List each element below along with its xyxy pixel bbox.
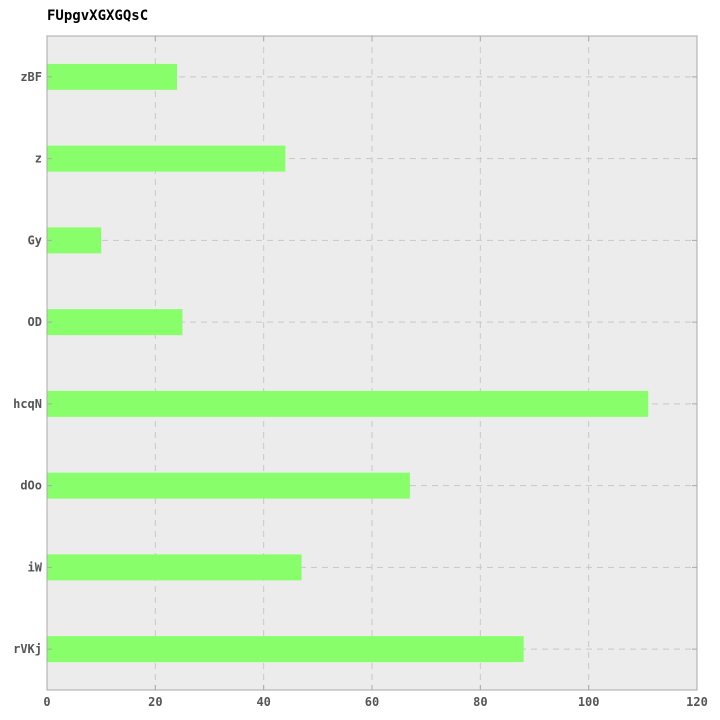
bar-iW [47, 554, 302, 581]
y-tick-label: z [35, 152, 42, 166]
bar-dOo [47, 472, 410, 499]
y-axis: rVKj iW dOo hcqN OD Gy z zBF [13, 70, 697, 656]
bar-rVKj [47, 636, 524, 663]
bar-z [47, 145, 286, 172]
bar-zBF [47, 63, 177, 90]
y-tick-label: Gy [28, 233, 42, 247]
x-tick-label: 100 [578, 695, 600, 709]
bar-OD [47, 309, 183, 336]
y-tick-label: iW [28, 560, 43, 574]
bars-group [47, 63, 649, 663]
bar-hcqN [47, 390, 649, 417]
y-tick-label: OD [28, 315, 42, 329]
y-tick-label: rVKj [13, 642, 42, 656]
y-tick-label: zBF [20, 70, 42, 84]
bar-Gy [47, 227, 102, 254]
y-tick-label: dOo [20, 479, 42, 493]
chart-title: FUpgvXGXGQsC [47, 8, 149, 24]
x-tick-label: 0 [43, 695, 50, 709]
x-tick-label: 20 [148, 695, 162, 709]
x-tick-label: 80 [473, 695, 487, 709]
y-tick-label: hcqN [13, 397, 42, 411]
x-tick-label: 120 [686, 695, 708, 709]
x-axis: 0 20 40 60 80 100 120 [43, 36, 708, 709]
x-tick-label: 40 [256, 695, 270, 709]
x-tick-label: 60 [365, 695, 379, 709]
